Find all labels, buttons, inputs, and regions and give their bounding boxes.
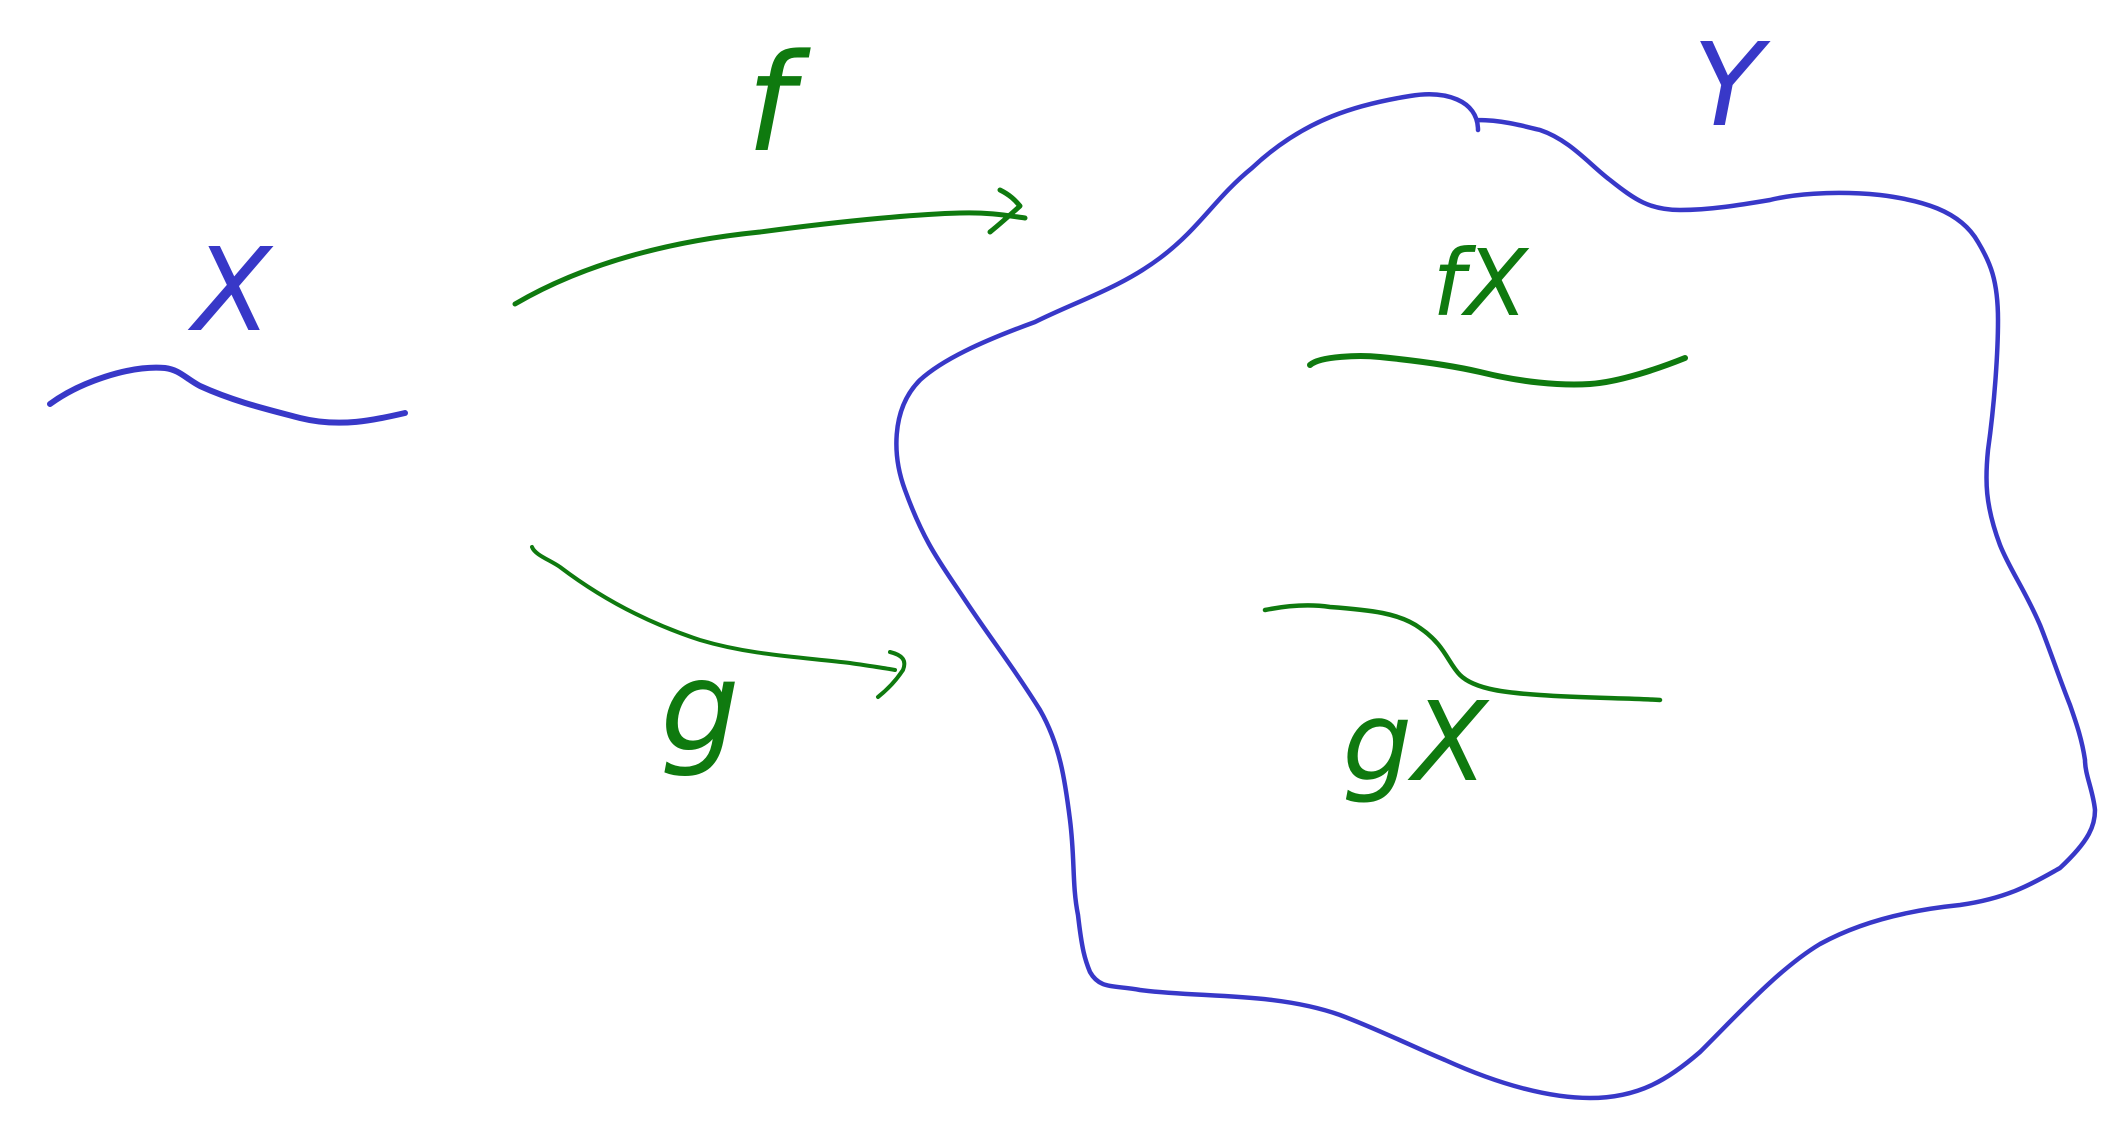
map-g-arrow: [530, 545, 897, 672]
codomain-region-y: [894, 92, 2098, 1101]
map-g-arrowhead: [876, 650, 907, 699]
label-image-fx: fX: [1432, 230, 1529, 337]
image-fx-curve: [1307, 353, 1688, 388]
image-gx-curve: [1262, 603, 1663, 703]
label-codomain-y: Y: [1693, 19, 1771, 153]
label-domain-x: X: [188, 224, 274, 358]
domain-curve-x: [47, 364, 408, 426]
label-image-gx: gX: [1342, 678, 1490, 806]
label-map-g: g: [660, 635, 739, 780]
map-f-arrow: [512, 210, 1028, 307]
label-map-f: f: [746, 25, 811, 182]
map-f-arrowhead: [987, 187, 1023, 235]
